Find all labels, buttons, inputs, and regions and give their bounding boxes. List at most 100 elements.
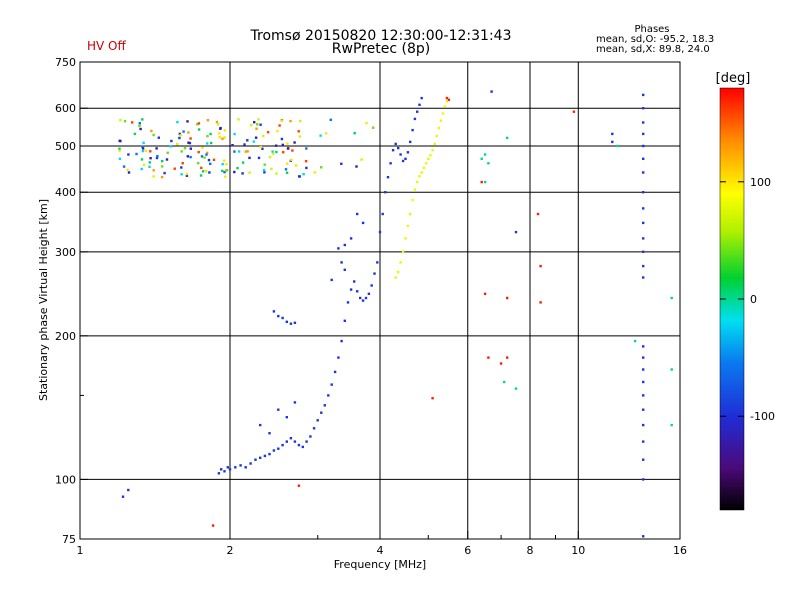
data-point	[490, 90, 493, 93]
chart-title: Tromsø 20150820 12:30:00-12:31:43	[250, 28, 512, 44]
data-point	[302, 173, 305, 176]
data-point	[256, 123, 259, 126]
data-point	[297, 130, 300, 133]
y-tick-label: 750	[55, 56, 76, 69]
data-point	[243, 143, 246, 146]
data-point	[218, 132, 221, 135]
data-point	[200, 155, 204, 158]
data-point	[234, 466, 237, 469]
data-point	[272, 310, 276, 313]
y-tick-label: 100	[55, 473, 76, 486]
data-point	[249, 462, 252, 465]
data-point	[259, 456, 262, 459]
data-point	[286, 147, 290, 150]
data-point	[413, 117, 417, 121]
data-point	[642, 394, 645, 397]
data-point	[118, 157, 122, 160]
data-point	[281, 443, 284, 447]
data-point	[155, 156, 159, 160]
data-point	[301, 445, 304, 449]
data-point	[255, 127, 258, 130]
data-point	[281, 143, 284, 147]
data-point	[291, 149, 294, 152]
data-point	[293, 321, 297, 324]
data-point	[189, 155, 192, 159]
data-point	[330, 383, 333, 386]
y-axis-label: Stationary phase Virtual Height [km]	[37, 199, 50, 401]
data-point	[416, 110, 419, 113]
data-point	[420, 96, 423, 100]
data-point	[206, 142, 209, 145]
data-point	[418, 103, 421, 106]
chart-subtitle: RwPretec (8p)	[332, 41, 430, 57]
y-tick-label: 75	[62, 533, 76, 546]
data-point	[170, 139, 173, 143]
data-point	[427, 157, 430, 160]
data-point	[160, 175, 164, 179]
data-point	[221, 169, 224, 173]
x-tick-label: 10	[571, 544, 585, 557]
data-point	[200, 166, 203, 170]
data-point	[209, 162, 212, 165]
data-point	[418, 175, 421, 178]
data-point	[223, 171, 226, 174]
data-point	[295, 164, 298, 167]
data-point	[611, 140, 614, 144]
data-point	[289, 322, 293, 325]
data-point	[166, 151, 169, 154]
data-point	[642, 423, 645, 427]
data-point	[180, 173, 183, 176]
data-point	[210, 141, 213, 145]
data-point	[340, 261, 343, 264]
data-point	[394, 142, 397, 146]
data-point	[226, 466, 229, 469]
data-point	[319, 134, 322, 137]
data-point	[305, 166, 308, 170]
data-point	[313, 171, 316, 174]
data-point	[165, 158, 169, 161]
data-point	[293, 440, 297, 443]
data-point	[161, 165, 164, 168]
data-point	[176, 120, 179, 124]
data-point	[376, 261, 379, 264]
data-point	[275, 150, 278, 154]
data-point	[309, 435, 312, 438]
data-point	[187, 131, 190, 134]
data-point	[642, 121, 645, 124]
data-point	[394, 276, 397, 279]
y-tick-label: 200	[55, 330, 76, 343]
data-point	[182, 130, 185, 133]
data-point	[642, 221, 645, 225]
data-point	[215, 120, 219, 124]
data-point	[642, 264, 645, 268]
data-point	[514, 387, 518, 390]
data-point	[642, 132, 645, 136]
data-point	[127, 171, 131, 174]
data-point	[642, 237, 645, 240]
data-point	[372, 126, 375, 129]
data-point	[443, 105, 447, 108]
data-point	[413, 188, 417, 191]
phases-x-line: mean, sd,X: 89.8, 24.0	[596, 44, 710, 55]
data-point	[297, 443, 301, 447]
data-point	[506, 356, 509, 359]
colorbar-ticks: -100 0 100	[720, 176, 775, 423]
data-point	[611, 132, 614, 136]
data-point	[148, 165, 151, 168]
data-point	[176, 143, 179, 146]
data-point	[138, 122, 141, 125]
data-point	[246, 139, 249, 142]
y-axis-ticks: 75 100 200 300 400 500 600 750	[55, 56, 88, 546]
phases-heading: Phases	[634, 24, 669, 35]
data-point	[506, 296, 509, 300]
data-point	[506, 136, 509, 140]
data-point	[355, 165, 358, 168]
data-point	[187, 141, 190, 144]
data-point	[221, 163, 224, 166]
data-point	[206, 119, 210, 122]
data-point	[282, 151, 285, 154]
data-point	[152, 175, 155, 178]
data-point	[173, 167, 176, 170]
data-point	[312, 427, 316, 430]
